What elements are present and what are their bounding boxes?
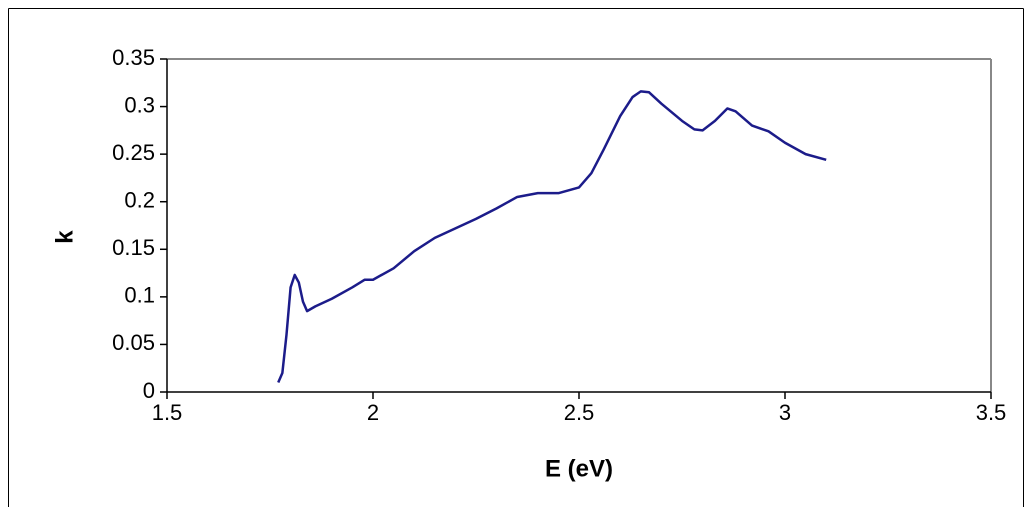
y-tick-label: 0 xyxy=(143,378,155,403)
y-tick-label: 0.2 xyxy=(124,188,155,213)
data-line xyxy=(277,90,827,383)
x-tick-label: 2 xyxy=(367,400,379,425)
y-tick-label: 0.25 xyxy=(112,140,155,165)
y-tick-label: 0.35 xyxy=(112,45,155,70)
x-tick-label: 2.5 xyxy=(564,400,595,425)
y-tick-label: 0.1 xyxy=(124,283,155,308)
y-tick-label: 0.15 xyxy=(112,235,155,260)
y-axis-title: k xyxy=(51,230,78,244)
x-axis-title: E (eV) xyxy=(545,455,613,482)
x-tick-label: 1.5 xyxy=(152,400,183,425)
x-tick-label: 3 xyxy=(779,400,791,425)
y-tick-label: 0.3 xyxy=(124,92,155,117)
y-tick-label: 0.05 xyxy=(112,330,155,355)
x-tick-label: 3.5 xyxy=(976,400,1007,425)
